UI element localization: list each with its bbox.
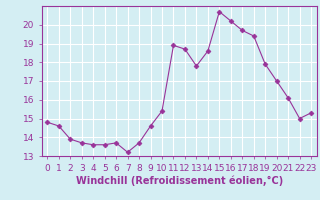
X-axis label: Windchill (Refroidissement éolien,°C): Windchill (Refroidissement éolien,°C) — [76, 175, 283, 186]
